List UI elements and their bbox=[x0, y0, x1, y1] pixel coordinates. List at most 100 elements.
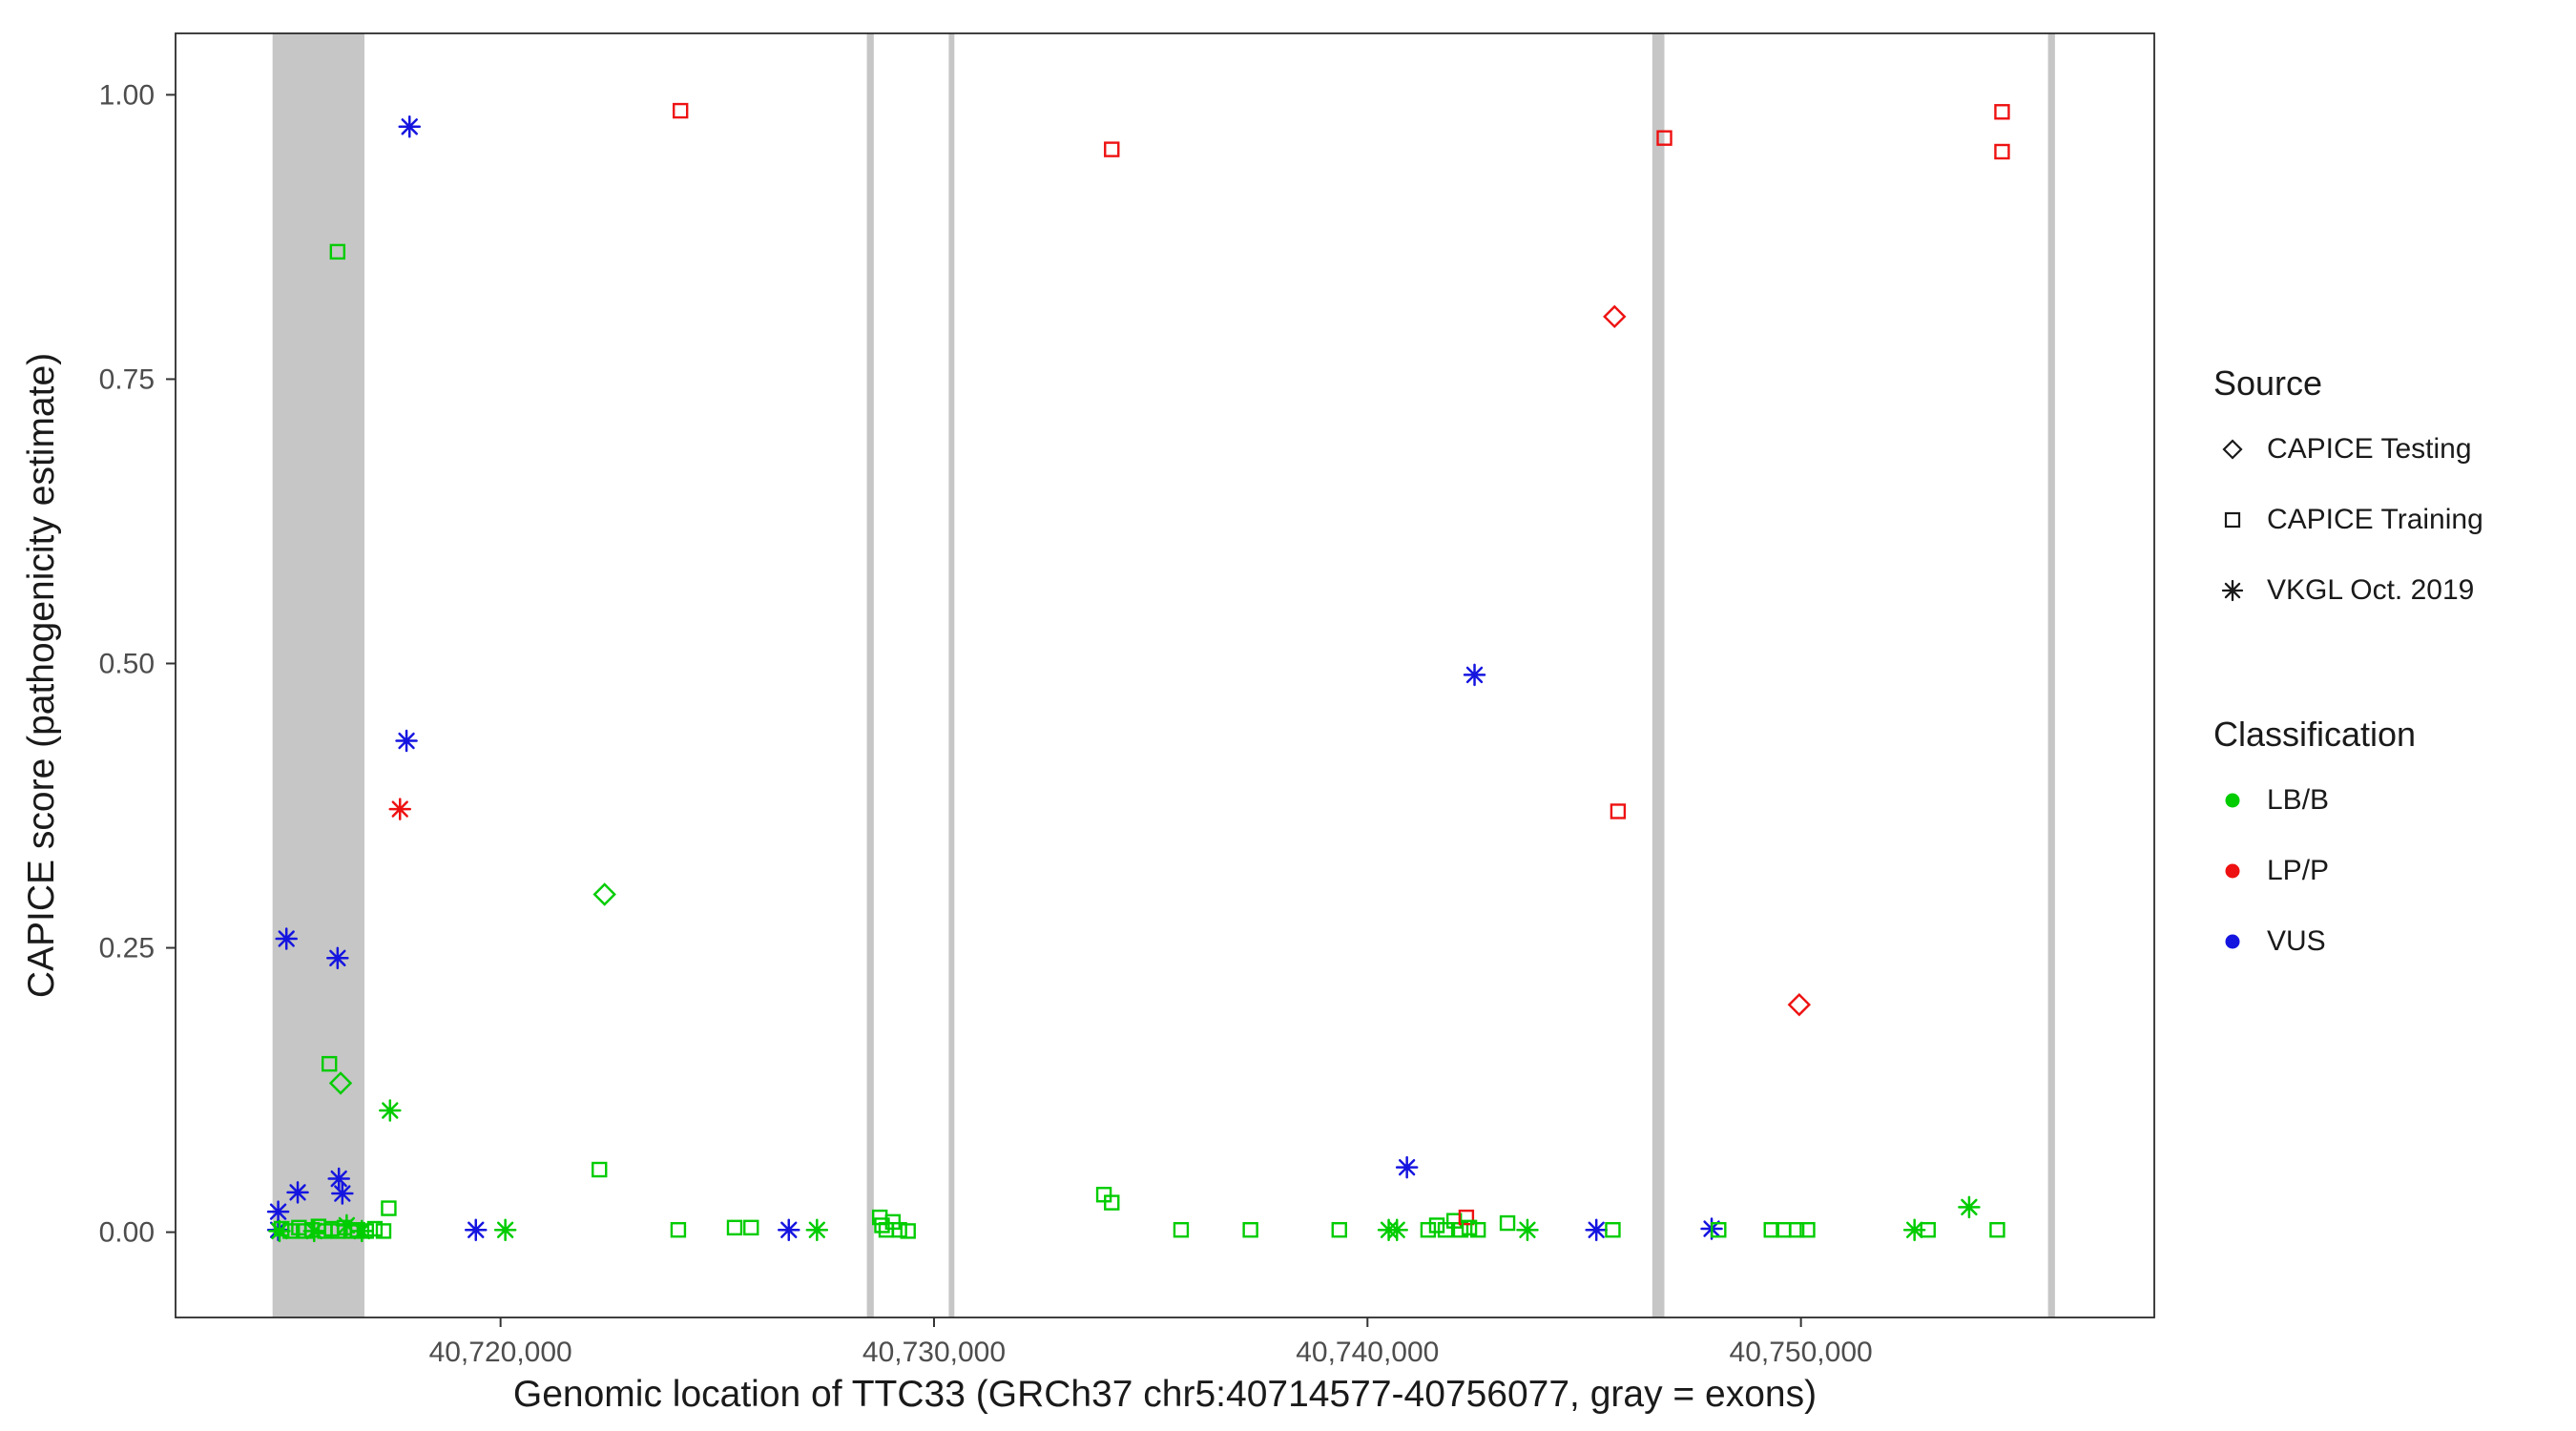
data-point-asterisk bbox=[493, 1218, 517, 1241]
data-point-asterisk bbox=[805, 1218, 829, 1241]
data-point-square bbox=[381, 1200, 397, 1216]
data-point-asterisk bbox=[395, 729, 418, 753]
legend-item-vkgl-oct-2019: VKGL Oct. 2019 bbox=[2213, 555, 2566, 626]
data-point-square bbox=[592, 1161, 608, 1178]
data-point-square bbox=[1711, 1222, 1727, 1238]
data-point-square bbox=[900, 1223, 916, 1239]
data-point-square bbox=[1994, 104, 2010, 120]
legend-source-items: CAPICE Testing CAPICE Training VKGL Oct. 2… bbox=[2213, 414, 2566, 626]
data-point-square bbox=[321, 1055, 338, 1072]
data-point-square bbox=[1989, 1222, 2005, 1238]
panel-border bbox=[175, 32, 2155, 1318]
diamond-legend-icon bbox=[2222, 439, 2243, 460]
dot-legend-icon bbox=[2225, 863, 2240, 879]
data-point-asterisk bbox=[1385, 1218, 1408, 1241]
data-point-asterisk bbox=[286, 1181, 309, 1204]
data-point-square bbox=[1763, 1222, 1779, 1238]
y-tick-label: 1.00 bbox=[99, 79, 155, 111]
y-tick-label: 0.25 bbox=[99, 933, 155, 964]
legend-item-capice-testing: CAPICE Testing bbox=[2213, 414, 2566, 485]
data-point-asterisk bbox=[326, 946, 349, 970]
legend-item-label: CAPICE Training bbox=[2267, 504, 2483, 535]
legend-item-label: LB/B bbox=[2267, 784, 2330, 816]
data-point-square bbox=[1461, 1219, 1478, 1236]
data-point-square bbox=[366, 1220, 384, 1237]
data-point-square bbox=[1799, 1222, 1816, 1238]
data-point-diamond bbox=[1603, 304, 1627, 329]
x-tick-label: 40,740,000 bbox=[1296, 1337, 1439, 1368]
data-point-square bbox=[743, 1219, 759, 1236]
data-point-square bbox=[375, 1223, 392, 1239]
exon-band bbox=[2047, 33, 2055, 1317]
data-point-asterisk bbox=[1463, 663, 1486, 687]
dot-legend-icon bbox=[2225, 934, 2240, 949]
data-point-asterisk bbox=[1902, 1218, 1926, 1241]
data-point-asterisk bbox=[1585, 1218, 1608, 1241]
data-point-asterisk bbox=[379, 1099, 402, 1122]
x-tick-label: 40,750,000 bbox=[1730, 1337, 1873, 1368]
square-glyph bbox=[2224, 511, 2241, 529]
legend-source-title: Source bbox=[2213, 363, 2323, 403]
data-point-asterisk bbox=[388, 798, 411, 820]
data-point-diamond bbox=[1787, 992, 1812, 1017]
data-point-square bbox=[670, 1222, 687, 1238]
data-point-square bbox=[1994, 143, 2010, 160]
data-point-square bbox=[1469, 1222, 1486, 1238]
exon-band bbox=[866, 33, 874, 1317]
data-point-square bbox=[1920, 1222, 1936, 1238]
legend-item-lb-b: LB/B bbox=[2213, 765, 2566, 836]
asterisk-legend-icon bbox=[2221, 579, 2244, 602]
data-point-asterisk bbox=[331, 1182, 354, 1205]
legend-item-label: CAPICE Testing bbox=[2267, 433, 2472, 465]
data-point-asterisk bbox=[778, 1218, 800, 1241]
data-point-square bbox=[1610, 803, 1627, 819]
legend-item-capice-training: CAPICE Training bbox=[2213, 485, 2566, 555]
data-point-square bbox=[726, 1219, 743, 1236]
dot-glyph bbox=[2225, 934, 2240, 949]
legend: Source CAPICE Testing CAPICE Training VKGL… bbox=[2213, 353, 2566, 977]
x-axis-title: Genomic location of TTC33 (GRCh37 chr5:4… bbox=[512, 1374, 1818, 1415]
data-point-asterisk bbox=[1958, 1195, 1981, 1219]
legend-classification-title: Classification bbox=[2213, 715, 2417, 754]
legend-item-label: LP/P bbox=[2267, 855, 2330, 886]
y-tick-label: 0.75 bbox=[99, 363, 155, 395]
data-point-square bbox=[1104, 141, 1120, 157]
y-tick-label: 0.00 bbox=[99, 1217, 155, 1249]
data-point-asterisk bbox=[465, 1218, 488, 1241]
y-axis-title: CAPICE score (pathogenicity estimate) bbox=[21, 352, 62, 999]
data-point-square bbox=[1428, 1217, 1445, 1234]
data-point-diamond bbox=[328, 1071, 353, 1095]
x-tick-label: 40,720,000 bbox=[429, 1337, 572, 1368]
diamond-glyph bbox=[2222, 439, 2243, 460]
data-point-square bbox=[1656, 130, 1672, 146]
data-point-square bbox=[874, 1217, 890, 1234]
dot-glyph bbox=[2225, 863, 2240, 879]
data-point-square bbox=[1788, 1222, 1805, 1238]
data-point-square bbox=[672, 102, 689, 119]
exon-band bbox=[948, 33, 955, 1317]
data-point-square bbox=[1458, 1209, 1475, 1226]
data-point-asterisk bbox=[398, 115, 421, 138]
legend-item-label: VUS bbox=[2267, 925, 2326, 957]
data-point-square bbox=[1173, 1222, 1190, 1238]
data-point-asterisk bbox=[350, 1219, 374, 1243]
legend-classification-items: LB/B LP/P VUS bbox=[2213, 765, 2566, 977]
data-point-asterisk bbox=[302, 1219, 326, 1243]
asterisk-glyph bbox=[2221, 579, 2244, 602]
x-tick-label: 40,730,000 bbox=[862, 1337, 1006, 1368]
square-legend-icon bbox=[2224, 511, 2241, 529]
dot-glyph bbox=[2225, 793, 2240, 808]
data-point-square bbox=[1605, 1222, 1621, 1238]
data-point-square bbox=[1242, 1222, 1258, 1238]
data-point-square bbox=[274, 1220, 290, 1237]
data-point-asterisk bbox=[327, 1167, 350, 1191]
data-point-diamond bbox=[592, 882, 616, 906]
legend-item-vus: VUS bbox=[2213, 906, 2566, 977]
data-point-asterisk bbox=[268, 1219, 291, 1243]
data-point-square bbox=[1331, 1222, 1347, 1238]
data-point-square bbox=[329, 243, 346, 260]
exon-band bbox=[272, 33, 364, 1317]
legend-item-lp-p: LP/P bbox=[2213, 836, 2566, 906]
